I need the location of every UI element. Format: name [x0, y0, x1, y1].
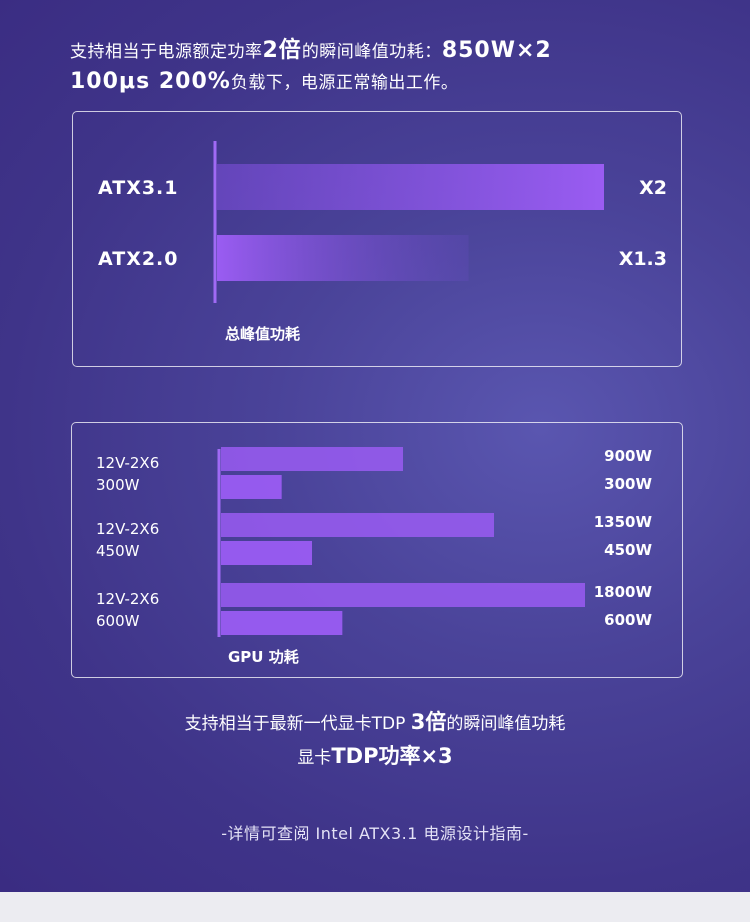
- value-label: 1800W: [594, 583, 653, 601]
- gpu-power-chart: 12V-2X6 300W 900W 300W 12V-2X6 450W 1350W 450W 1…: [96, 447, 653, 666]
- category-label-line1: 12V-2X6: [96, 590, 159, 608]
- intro-line2-highlight: 100μs 200%: [70, 69, 231, 94]
- intro-line-1: 支持相当于电源额定功率2倍的瞬间峰值功耗：850W×2: [70, 36, 710, 67]
- outro-line2-highlight: TDP功率×3: [331, 744, 453, 768]
- intro-line-2: 100μs 200%负载下，电源正常输出工作。: [70, 67, 710, 98]
- bar-300w: [221, 475, 282, 499]
- outro-line2-text: 显卡: [297, 748, 332, 768]
- intro-line1-highlight: 2倍: [262, 38, 302, 63]
- intro-line1-mid-text: 的瞬间峰值功耗：: [301, 42, 442, 62]
- bar-1350w: [221, 513, 494, 537]
- category-label-line2: 600W: [96, 612, 140, 630]
- category-label-line1: 12V-2X6: [96, 454, 159, 472]
- bar-atx2-0: [217, 235, 469, 281]
- bar-1800w: [221, 583, 585, 607]
- atx-peak-power-chart-box: ATX3.1 X2 ATX2.0 X1.3 总峰值功耗: [72, 111, 682, 367]
- outro-line-1: 支持相当于最新一代显卡TDP 3倍的瞬间峰值功耗: [0, 706, 750, 736]
- bar-900w: [221, 447, 403, 471]
- intro-line1-highlight-2: 850W×2: [441, 38, 552, 63]
- bar-atx3-1: [217, 164, 604, 210]
- atx-peak-power-chart: ATX3.1 X2 ATX2.0 X1.3 总峰值功耗: [98, 141, 667, 343]
- outro-line1-highlight: 3倍: [410, 710, 447, 734]
- value-label: X2: [639, 177, 667, 199]
- value-label: 600W: [604, 611, 652, 629]
- category-label: ATX2.0: [98, 248, 179, 270]
- footnote: -详情可查阅 Intel ATX3.1 电源设计指南-: [221, 824, 529, 843]
- value-label: 300W: [604, 475, 652, 493]
- outro-line1-text: 支持相当于最新一代显卡TDP: [184, 714, 411, 734]
- category-label-line1: 12V-2X6: [96, 520, 159, 538]
- category-label-line2: 450W: [96, 542, 140, 560]
- x-axis-label: GPU 功耗: [228, 648, 299, 666]
- gpu-power-chart-box: 12V-2X6 300W 900W 300W 12V-2X6 450W 1350W 450W 1…: [71, 422, 683, 678]
- category-label-line2: 300W: [96, 476, 140, 494]
- value-label: 1350W: [594, 513, 653, 531]
- intro-text: 支持相当于电源额定功率2倍的瞬间峰值功耗：850W×2 100μs 200%负载…: [70, 36, 710, 98]
- intro-line1-text: 支持相当于电源额定功率: [70, 42, 263, 62]
- outro-line-2: 显卡TDP功率×3: [0, 740, 750, 770]
- x-axis-label: 总峰值功耗: [225, 325, 300, 343]
- bar-450w: [221, 541, 312, 565]
- outro-line1-post-text: 的瞬间峰值功耗: [446, 714, 566, 734]
- value-label: 900W: [604, 447, 652, 465]
- value-label: 450W: [604, 541, 652, 559]
- value-label: X1.3: [619, 248, 667, 270]
- bar-600w: [221, 611, 343, 635]
- background-panel: 支持相当于电源额定功率2倍的瞬间峰值功耗：850W×2 100μs 200%负载…: [0, 0, 750, 892]
- intro-line2-text: 负载下，电源正常输出工作。: [230, 73, 459, 93]
- category-label: ATX3.1: [98, 177, 179, 199]
